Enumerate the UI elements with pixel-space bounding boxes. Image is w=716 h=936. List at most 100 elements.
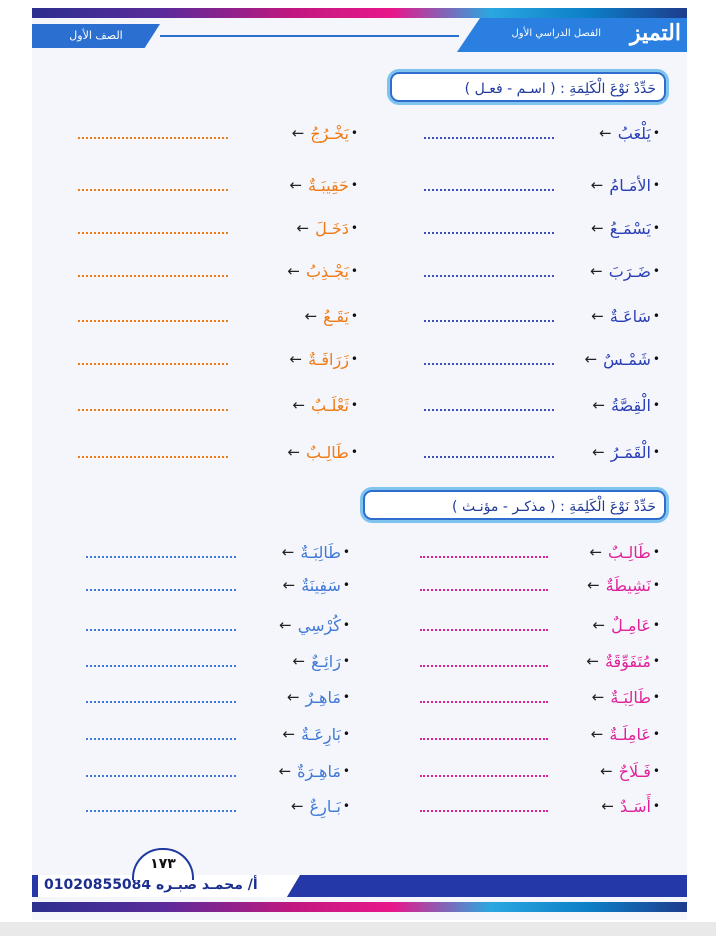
answer-blank[interactable]	[78, 232, 228, 234]
arrow-left-icon: ←	[591, 219, 604, 237]
bullet: •	[342, 578, 350, 592]
answer-blank[interactable]	[424, 320, 554, 322]
answer-blank[interactable]	[420, 738, 548, 740]
bullet: •	[342, 618, 350, 632]
section1-title: حَدِّدْ نَوْعَ الْكَلِمَةِ : ( اسـم - فع…	[390, 72, 666, 102]
section2-left-item: • سَفِينَةٌ ←	[277, 574, 350, 596]
answer-blank[interactable]	[78, 363, 228, 365]
word: مُتَفَوِّقَةٌ	[604, 651, 651, 671]
answer-blank[interactable]	[420, 701, 548, 703]
section1-left-item: • يَخْـرُجُ ←	[286, 122, 358, 144]
bullet: •	[350, 264, 358, 278]
semester-label: الفصل الدراسي الأول	[511, 28, 601, 39]
section1-left-item: • زَرَافَـةٌ ←	[284, 348, 358, 370]
arrow-left-icon: ←	[289, 350, 303, 368]
answer-blank[interactable]	[420, 629, 548, 631]
section1-right-item: • يَلْعَبُ ←	[593, 122, 660, 144]
section1-left-item: • حَقِيبَـةٌ ←	[283, 174, 358, 196]
bullet: •	[350, 445, 358, 459]
arrow-left-icon: ←	[586, 652, 599, 670]
answer-blank[interactable]	[86, 629, 236, 631]
arrow-left-icon: ←	[287, 443, 301, 461]
answer-blank[interactable]	[420, 810, 548, 812]
answer-blank[interactable]	[78, 456, 228, 458]
top-gradient-bar	[32, 8, 687, 18]
answer-blank[interactable]	[86, 589, 236, 591]
section1-left-item: • يَجْـذِبُ ←	[281, 260, 358, 282]
word: طَالِبَـةٌ	[300, 542, 341, 562]
section1-right-item: • شَمْـسٌ ←	[579, 348, 660, 370]
arrow-left-icon: ←	[592, 616, 606, 634]
bullet: •	[652, 352, 660, 366]
word: مَاهِـرٌ	[305, 687, 341, 707]
answer-blank[interactable]	[86, 665, 236, 667]
answer-blank[interactable]	[420, 775, 548, 777]
answer-blank[interactable]	[424, 363, 554, 365]
bullet: •	[350, 398, 358, 412]
answer-blank[interactable]	[86, 556, 236, 558]
section1-left-item: • يَقَـعُ ←	[299, 305, 358, 327]
answer-blank[interactable]	[86, 775, 236, 777]
word: عَامِلَـةٌ	[609, 724, 651, 744]
bullet: •	[342, 690, 350, 704]
bullet: •	[652, 578, 660, 592]
bullet: •	[652, 264, 660, 278]
answer-blank[interactable]	[86, 701, 236, 703]
arrow-left-icon: ←	[592, 443, 605, 461]
answer-blank[interactable]	[78, 189, 228, 191]
section2-right-item: • أَسَـدٌ ←	[595, 795, 660, 817]
section2-right-item: • مُتَفَوِّقَةٌ ←	[580, 650, 660, 672]
word: كُرْسِي	[297, 615, 341, 635]
bullet: •	[652, 445, 660, 459]
arrow-left-icon: ←	[587, 576, 600, 594]
arrow-left-icon: ←	[296, 219, 310, 237]
word: عَامِـلٌ	[611, 615, 651, 635]
word: الأمَـامُ	[609, 175, 651, 195]
bullet: •	[342, 764, 350, 778]
arrow-left-icon: ←	[590, 725, 604, 743]
arrow-left-icon: ←	[281, 543, 295, 561]
section2-right-item: • نَشِيطَةٌ ←	[581, 574, 660, 596]
answer-blank[interactable]	[424, 137, 554, 139]
answer-blank[interactable]	[424, 232, 554, 234]
answer-blank[interactable]	[420, 589, 548, 591]
word: حَقِيبَـةٌ	[308, 175, 349, 195]
section1-left-item: • ثَعْلَـبٌ ←	[286, 394, 358, 416]
word: بَـارِعٌ	[309, 796, 341, 816]
arrow-left-icon: ←	[599, 124, 612, 142]
answer-blank[interactable]	[424, 189, 554, 191]
header: الصف الأول الفصل الدراسي الأول التميز	[32, 18, 687, 54]
arrow-left-icon: ←	[589, 543, 603, 561]
section2-left-item: • مَاهِـرٌ ←	[281, 686, 350, 708]
answer-blank[interactable]	[78, 409, 228, 411]
bullet: •	[652, 545, 660, 559]
word: نَشِيطَةٌ	[605, 575, 651, 595]
arrow-left-icon: ←	[291, 124, 305, 142]
bullet: •	[652, 126, 660, 140]
answer-blank[interactable]	[78, 275, 228, 277]
answer-blank[interactable]	[78, 137, 228, 139]
answer-blank[interactable]	[86, 810, 236, 812]
section1-right-item: • سَاعَـةٌ ←	[585, 305, 660, 327]
answer-blank[interactable]	[424, 456, 554, 458]
section1-right-item: • الأمَـامُ ←	[585, 174, 660, 196]
bullet: •	[652, 618, 660, 632]
arrow-left-icon: ←	[591, 688, 605, 706]
arrow-left-icon: ←	[601, 797, 614, 815]
word: طَالِـبٌ	[608, 542, 651, 562]
word: الْقِصَّةُ	[611, 395, 651, 415]
answer-blank[interactable]	[420, 556, 548, 558]
section2-left-item: • رَائِـعٌ ←	[287, 650, 350, 672]
word: يَلْعَبُ	[617, 123, 651, 143]
answer-blank[interactable]	[424, 409, 554, 411]
answer-blank[interactable]	[78, 320, 228, 322]
bullet: •	[652, 690, 660, 704]
arrow-left-icon: ←	[292, 396, 306, 414]
header-divider	[160, 35, 459, 37]
arrow-left-icon: ←	[584, 350, 598, 368]
answer-blank[interactable]	[86, 738, 236, 740]
arrow-left-icon: ←	[289, 176, 303, 194]
brand-logo: التميز	[630, 20, 681, 46]
answer-blank[interactable]	[420, 665, 548, 667]
answer-blank[interactable]	[424, 275, 554, 277]
